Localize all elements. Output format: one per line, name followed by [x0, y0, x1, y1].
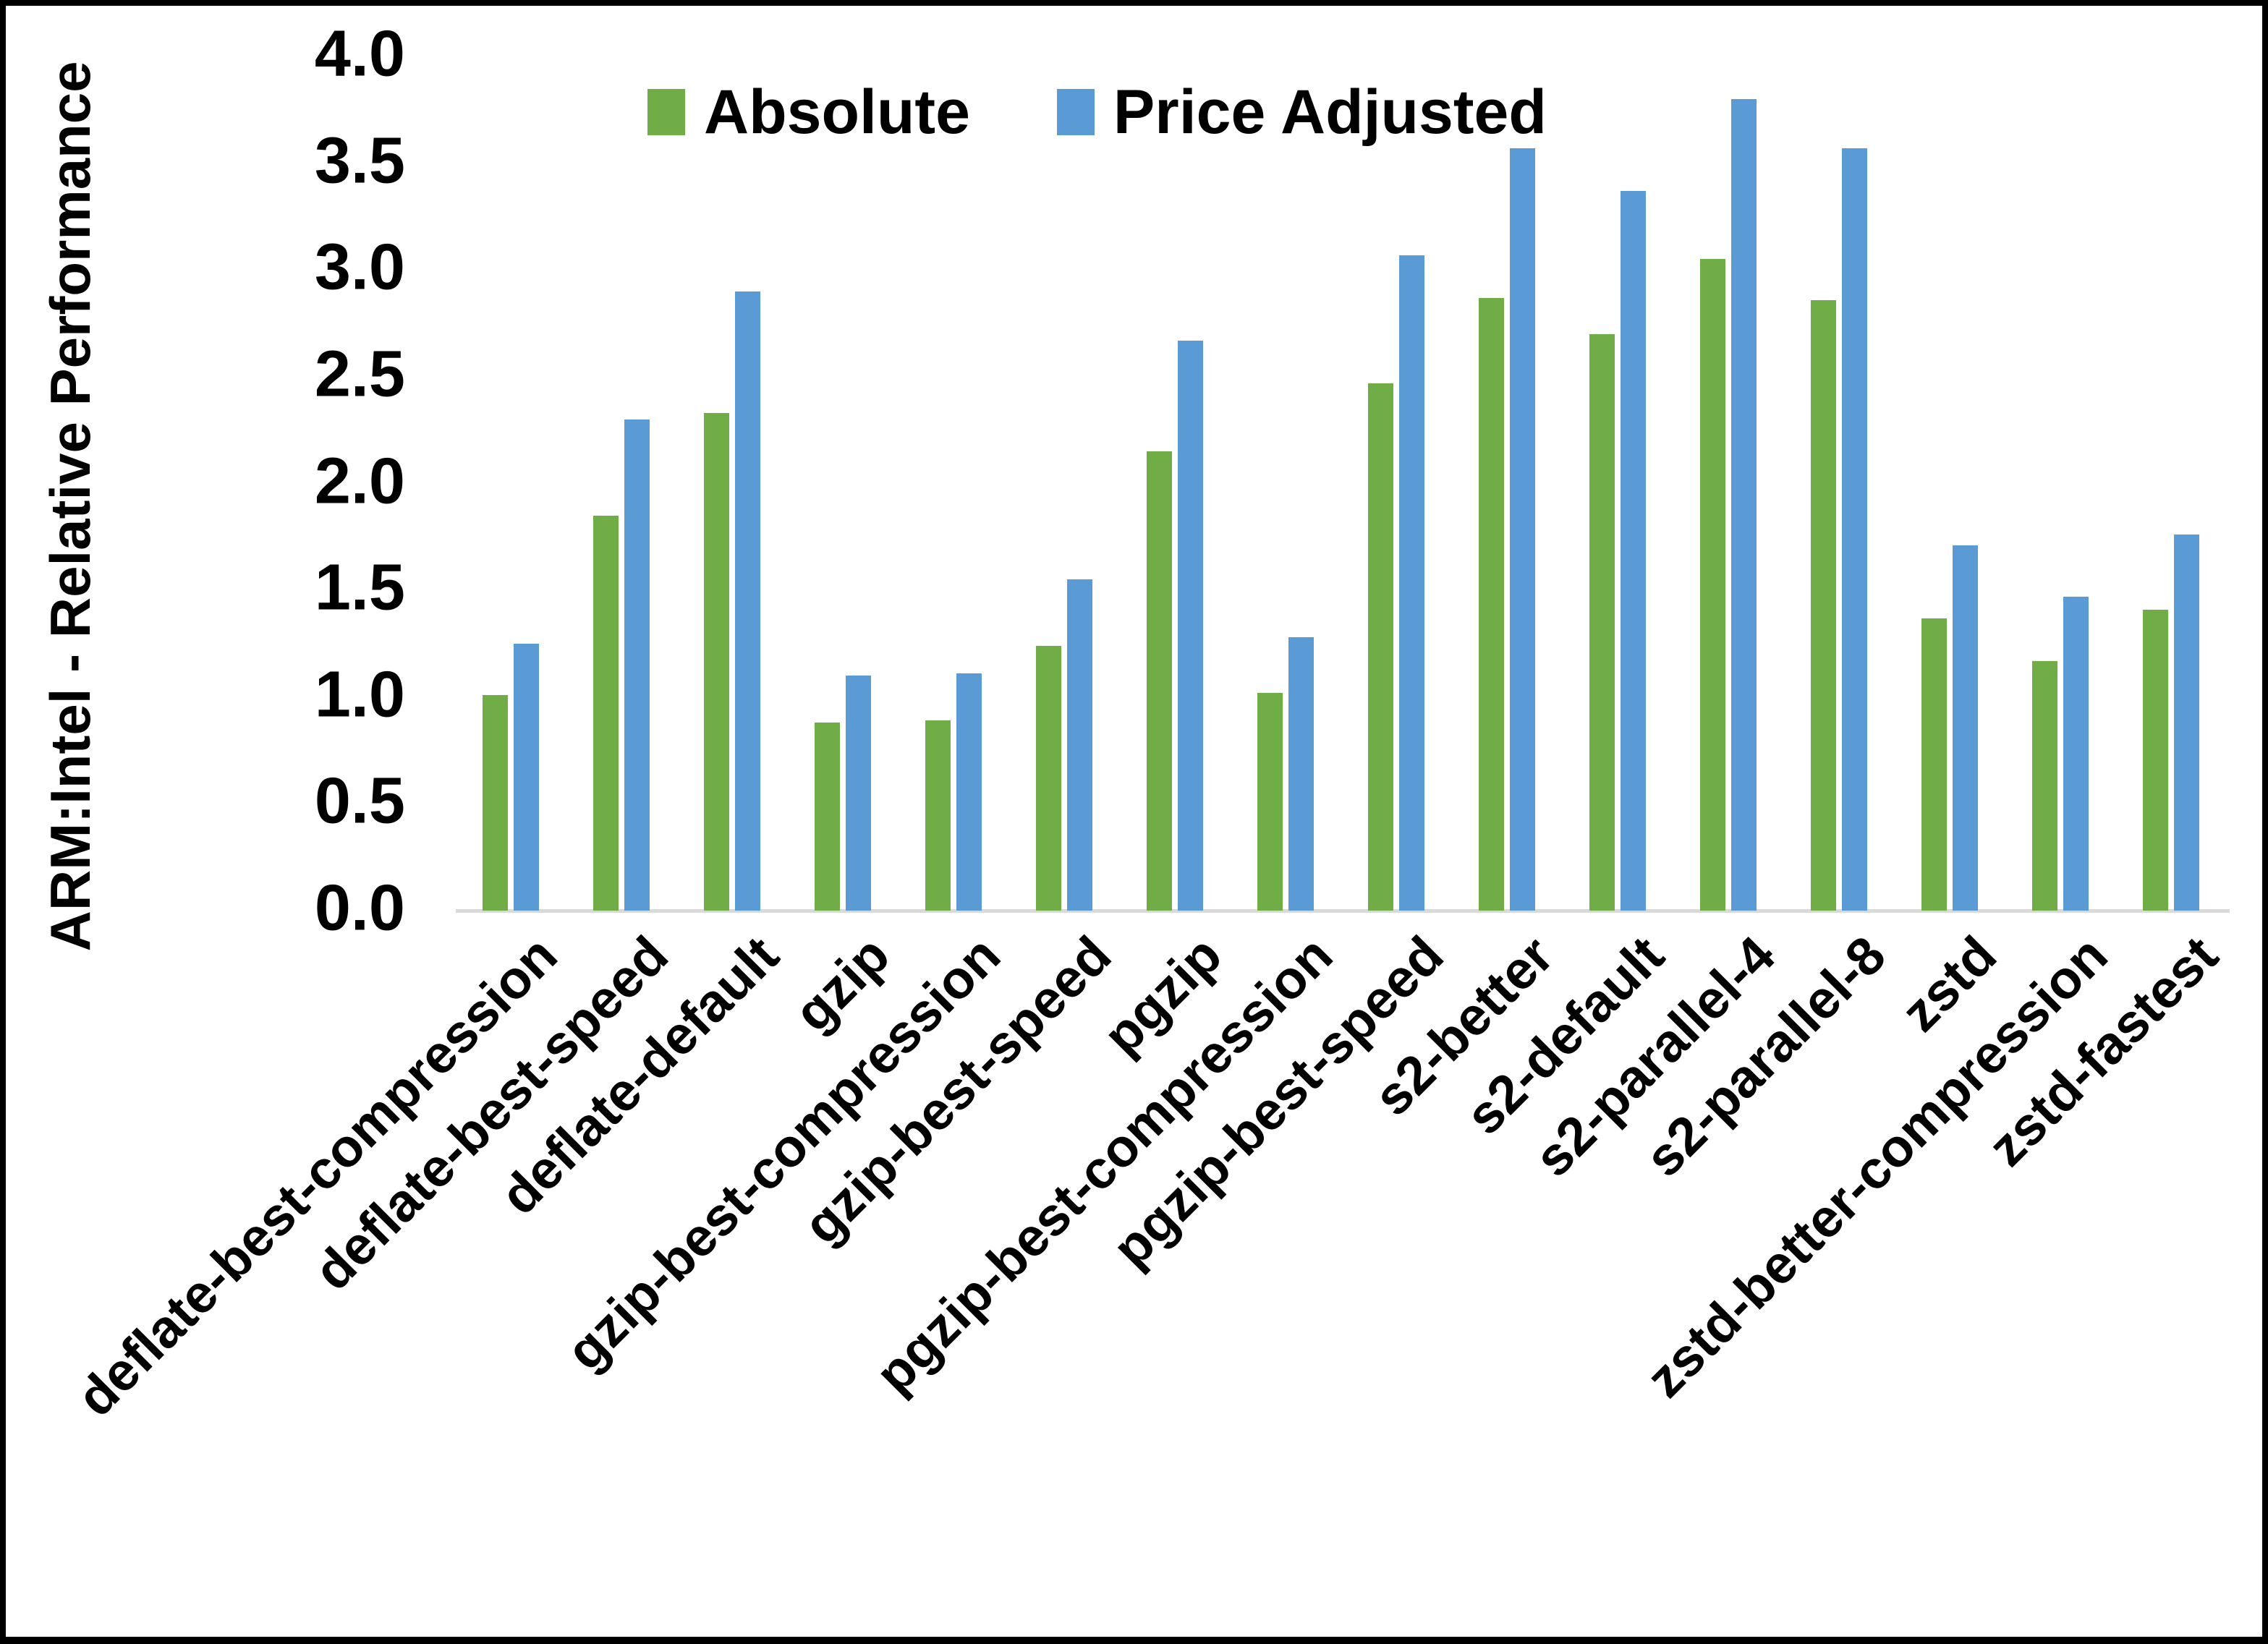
bar-absolute — [1147, 451, 1172, 911]
bar-absolute — [483, 694, 508, 911]
bar-absolute — [2032, 660, 2057, 911]
y-tick-label: 2.0 — [314, 444, 405, 517]
frame-border-top — [0, 0, 2268, 6]
bar-absolute — [593, 515, 619, 911]
y-tick-label: 0.5 — [314, 764, 405, 838]
legend-swatch-price-adjusted — [1056, 89, 1095, 135]
bar-absolute — [1036, 645, 1061, 911]
bar-absolute — [1700, 259, 1725, 911]
bar-absolute — [1479, 297, 1504, 911]
bar-price-adjusted — [1953, 545, 1978, 911]
bar-absolute — [1368, 383, 1393, 911]
bar-price-adjusted — [735, 291, 760, 911]
bar-absolute — [1589, 333, 1615, 911]
legend-item-price-adjusted: Price Adjusted — [1056, 77, 1547, 147]
bar-price-adjusted — [2063, 596, 2089, 911]
bar-price-adjusted — [514, 643, 539, 911]
bar-absolute — [704, 413, 729, 911]
x-category-label: deflate-best-compression — [65, 924, 569, 1428]
bar-price-adjusted — [956, 673, 982, 911]
bar-price-adjusted — [1399, 255, 1424, 911]
x-axis-line — [456, 909, 2230, 913]
bar-price-adjusted — [1067, 579, 1092, 911]
y-tick-label: 1.5 — [314, 551, 405, 624]
bar-price-adjusted — [1288, 637, 1314, 911]
y-tick-label: 2.5 — [314, 338, 405, 411]
bar-absolute — [815, 723, 840, 911]
bar-absolute — [925, 720, 951, 911]
bar-price-adjusted — [1731, 99, 1757, 911]
frame-border-left — [0, 0, 6, 1644]
legend-label-absolute: Absolute — [704, 77, 970, 147]
bar-price-adjusted — [2174, 534, 2199, 911]
frame-border-bottom — [0, 1637, 2268, 1644]
y-tick-label: 3.5 — [314, 124, 405, 197]
y-tick-label: 1.0 — [314, 658, 405, 731]
bar-absolute — [1921, 618, 1947, 911]
y-tick-label: 3.0 — [314, 231, 405, 304]
bar-price-adjusted — [624, 419, 650, 911]
y-tick-label: 4.0 — [314, 17, 405, 90]
bar-price-adjusted — [1842, 148, 1867, 911]
legend-label-price-adjusted: Price Adjusted — [1113, 77, 1547, 147]
bar-absolute — [1811, 299, 1836, 911]
bar-price-adjusted — [846, 676, 871, 911]
bar-price-adjusted — [1510, 148, 1535, 911]
y-tick-label: 0.0 — [314, 872, 405, 945]
bar-price-adjusted — [1621, 191, 1646, 911]
y-axis-title: ARM:Intel - Relative Performance — [38, 61, 102, 952]
frame-border-right — [2262, 0, 2268, 1644]
legend-swatch-absolute — [647, 89, 685, 135]
bar-absolute — [1257, 692, 1283, 911]
legend-item-absolute: Absolute — [647, 81, 970, 143]
bar-price-adjusted — [1178, 340, 1203, 911]
bar-absolute — [2143, 609, 2168, 911]
legend: Absolute Price Adjusted — [647, 81, 1547, 143]
